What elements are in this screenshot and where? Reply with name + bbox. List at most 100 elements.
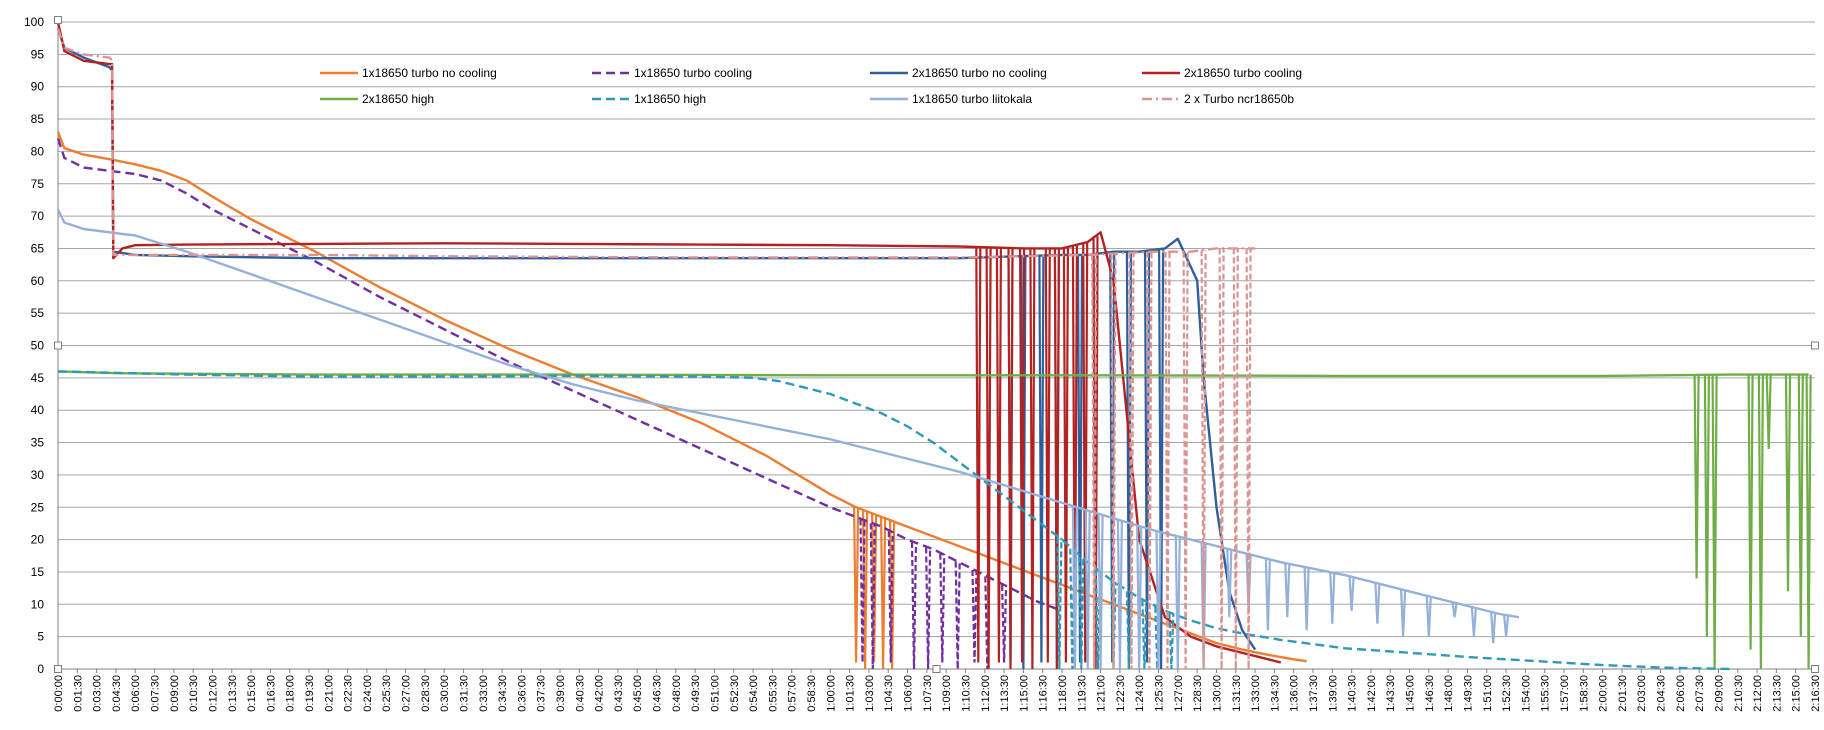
x-tick-label: 1:19:30	[1076, 675, 1088, 712]
series-line	[56, 138, 1063, 612]
x-tick-label: 2:10:30	[1733, 675, 1745, 712]
x-tick-label: 0:42:00	[594, 675, 606, 712]
x-tick-label: 0:34:30	[497, 675, 509, 712]
resize-handles[interactable]	[54, 16, 1819, 673]
x-tick-label: 1:07:30	[922, 675, 934, 712]
x-tick-label: 1:33:00	[1250, 675, 1262, 712]
series-dropout-spike	[1232, 248, 1239, 670]
series-dropout-spike	[1797, 374, 1804, 637]
x-tick-label: 0:37:30	[536, 675, 548, 712]
series-dropout-spike	[1071, 506, 1078, 670]
series-dropout-spike	[1765, 374, 1772, 450]
x-tick-label: 1:37:30	[1308, 675, 1320, 712]
y-tick-label: 5	[37, 630, 44, 644]
series-dropout-spike	[880, 517, 887, 670]
y-tick-label: 45	[31, 371, 45, 385]
x-tick-label: 0:31:30	[458, 675, 470, 712]
x-tick-label: 0:51:00	[709, 675, 721, 712]
series-dropout-spike	[910, 541, 918, 670]
x-tick-label: 1:21:00	[1096, 675, 1108, 712]
x-tick-label: 0:24:00	[362, 675, 374, 712]
x-tick-label: 0:57:00	[787, 675, 799, 712]
series-dropout-spike	[1029, 248, 1036, 670]
series-dropout-spike	[1109, 251, 1116, 663]
x-tick-label: 0:04:30	[111, 675, 123, 712]
y-tick-label: 70	[31, 209, 45, 223]
series-dropout-spike	[1490, 612, 1497, 644]
x-tick-label: 1:48:00	[1443, 675, 1455, 712]
resize-handle[interactable]	[1811, 665, 1819, 673]
series-dropout-spike	[1128, 252, 1135, 670]
resize-handle[interactable]	[54, 16, 62, 24]
series-line	[56, 131, 1307, 663]
series-dropout-spike	[1164, 251, 1171, 670]
x-tick-label: 2:01:30	[1617, 675, 1629, 712]
y-tick-label: 20	[31, 533, 45, 547]
x-tick-label: 1:01:30	[845, 675, 857, 712]
series-dropout-spike	[954, 561, 961, 670]
x-tick-label: 0:19:30	[304, 675, 316, 712]
x-tick-label: 1:46:30	[1424, 675, 1436, 712]
series-dropout-spike	[1038, 255, 1045, 663]
series-5	[57, 370, 1812, 670]
x-tick-label: 2:07:30	[1694, 675, 1706, 712]
x-tick-label: 0:28:30	[420, 675, 432, 712]
series-dropout-spike	[1218, 248, 1225, 670]
x-tick-label: 1:22:30	[1115, 675, 1127, 712]
x-tick-label: 0:48:00	[671, 675, 683, 712]
x-tick-label: 0:18:00	[285, 675, 297, 712]
x-tick-label: 1:42:00	[1366, 675, 1378, 712]
series-dropout-spike	[1001, 584, 1008, 663]
y-tick-label: 0	[37, 662, 44, 676]
series-dropout-spike	[1693, 374, 1700, 579]
series-dropout-spike	[1141, 600, 1148, 670]
x-tick-label: 1:40:30	[1347, 675, 1359, 712]
x-tick-label: 0:06:00	[130, 675, 142, 712]
series-2	[56, 138, 1063, 670]
resize-handle[interactable]	[932, 665, 941, 673]
x-tick-label: 1:15:00	[1018, 675, 1030, 712]
y-tick-label: 50	[31, 339, 45, 353]
legend-label: 1x18650 turbo no cooling	[362, 66, 497, 80]
series-dropout-spike	[1078, 556, 1085, 670]
x-tick-label: 2:06:00	[1675, 675, 1687, 712]
y-tick-label: 60	[31, 274, 45, 288]
x-tick-label: 0:33:00	[478, 675, 490, 712]
series-dropout-spike	[971, 569, 978, 663]
y-tick-label: 25	[31, 500, 45, 514]
series-dropout-spike	[869, 523, 876, 670]
resize-handle[interactable]	[54, 341, 62, 350]
y-tick-label: 10	[31, 597, 45, 611]
x-tick-label: 1:43:30	[1385, 675, 1397, 712]
series-dropout-spike	[1284, 563, 1291, 618]
x-tick-label: 1:10:30	[960, 675, 972, 712]
x-tick-label: 2:13:30	[1771, 675, 1783, 712]
series-dropout-spike	[1020, 256, 1027, 670]
x-tick-label: 0:07:30	[150, 675, 162, 712]
series-dropout-spike	[1264, 558, 1271, 631]
x-tick-label: 0:13:30	[227, 675, 239, 712]
y-tick-label: 35	[31, 436, 45, 450]
y-tick-label: 40	[31, 403, 45, 417]
x-tick-label: 0:03:00	[92, 675, 104, 712]
x-tick-label: 0:21:00	[323, 675, 335, 712]
legend-label: 1x18650 turbo liitokala	[912, 92, 1032, 106]
x-tick-label: 1:54:00	[1520, 675, 1532, 712]
resize-handle[interactable]	[1811, 341, 1819, 350]
x-tick-label: 0:49:30	[690, 675, 702, 712]
series-dropout-spike	[887, 531, 894, 663]
series-6	[57, 370, 1732, 671]
legend-label: 2x18650 high	[362, 92, 434, 106]
x-tick-label: 2:09:00	[1713, 675, 1725, 712]
legend-label: 2x18650 turbo cooling	[1184, 66, 1302, 80]
series-dropout-spike	[1116, 520, 1123, 670]
series-8	[56, 28, 1256, 670]
x-tick-label: 1:30:00	[1211, 675, 1223, 712]
series-dropout-spike	[1110, 253, 1117, 670]
series-dropout-spike	[1470, 607, 1477, 637]
legend: 1x18650 turbo no cooling 1x18650 turbo co…	[320, 66, 1302, 106]
series-dropout-spike	[889, 520, 896, 670]
resize-handle[interactable]	[54, 665, 62, 673]
